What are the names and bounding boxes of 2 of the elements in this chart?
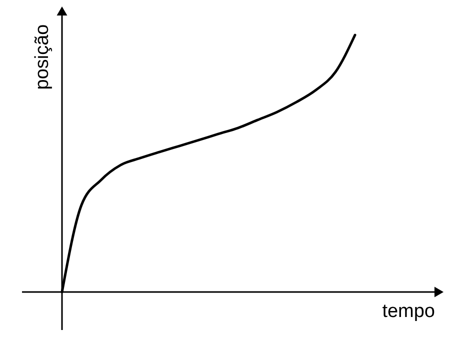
x-axis-title: tempo <box>382 301 435 322</box>
y-axis-title: posição <box>32 24 53 90</box>
